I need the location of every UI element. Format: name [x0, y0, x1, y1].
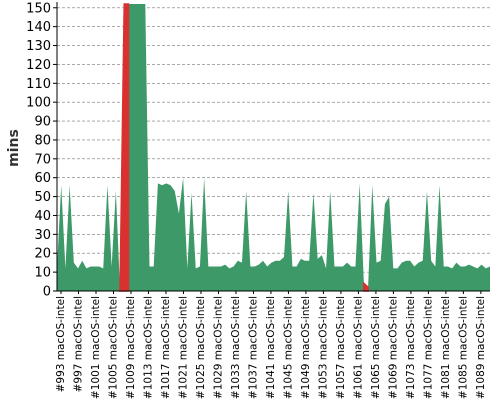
y-tick-label: 10	[34, 266, 51, 281]
x-tick-label: #1001 macOS-intel	[90, 296, 102, 399]
x-tick-label: #1081 macOS-intel	[440, 296, 452, 399]
x-tick-label: #1017 macOS-intel	[160, 296, 172, 399]
x-tick-label: #1069 macOS-intel	[387, 296, 399, 399]
x-tick-label: #1013 macOS-intel	[142, 296, 154, 399]
x-tick-label: #1025 macOS-intel	[195, 296, 207, 399]
x-tick-label: #1041 macOS-intel	[265, 296, 277, 399]
y-tick-label: 30	[34, 228, 51, 243]
x-tick-labels: #993 macOS-intel #997 macOS-intel #1001 ma…	[55, 291, 487, 399]
y-tick-label: 110	[26, 77, 51, 92]
y-tick-label: 50	[34, 190, 51, 205]
y-tick-label: 70	[34, 152, 51, 167]
x-tick-label: #1077 macOS-intel	[422, 296, 434, 399]
y-tick-label: 140	[26, 20, 51, 35]
y-tick-label: 80	[34, 133, 51, 148]
series-area	[57, 3, 490, 292]
x-tick-label: #1065 macOS-intel	[370, 296, 382, 399]
y-tick-label: 100	[26, 96, 51, 111]
x-tick-label: #1033 macOS-intel	[230, 296, 242, 399]
x-tick-label: #1005 macOS-intel	[107, 296, 119, 399]
y-axis-label: mins	[6, 129, 22, 167]
y-tick-label: 20	[34, 247, 51, 262]
y-tick-label: 150	[26, 1, 51, 16]
failed-build-area	[363, 281, 369, 292]
x-tick-label: #1009 macOS-intel	[125, 296, 137, 399]
x-tick-label: #1049 macOS-intel	[300, 296, 312, 399]
axes	[56, 2, 490, 292]
x-tick-label: #1037 macOS-intel	[247, 296, 259, 399]
y-tick-label: 60	[34, 171, 51, 186]
x-tick-label: #1057 macOS-intel	[335, 296, 347, 399]
y-tick-label: 130	[26, 39, 51, 54]
x-tick-label: #1085 macOS-intel	[457, 296, 469, 399]
y-tick-label: 90	[34, 115, 51, 130]
x-tick-label: #1073 macOS-intel	[405, 296, 417, 399]
x-tick-label: #1061 macOS-intel	[352, 296, 364, 399]
y-tick-label: 0	[43, 285, 51, 300]
y-tick-label: 120	[26, 58, 51, 73]
x-tick-label: #1089 macOS-intel	[475, 296, 487, 399]
y-tick-label: 40	[34, 209, 51, 224]
y-tick-labels: 0 10 20 30 40 50 60 70 80 90 100 110 120 130 140 150	[26, 1, 57, 300]
x-tick-label: #1029 macOS-intel	[212, 296, 224, 399]
x-tick-label: #993 macOS-intel	[55, 296, 67, 392]
failed-build-area	[119, 3, 130, 292]
x-tick-label: #1053 macOS-intel	[317, 296, 329, 399]
x-tick-label: #1021 macOS-intel	[177, 296, 189, 399]
x-tick-label: #997 macOS-intel	[72, 296, 84, 392]
series-area-pass	[57, 4, 490, 291]
x-tick-label: #1045 macOS-intel	[282, 296, 294, 399]
